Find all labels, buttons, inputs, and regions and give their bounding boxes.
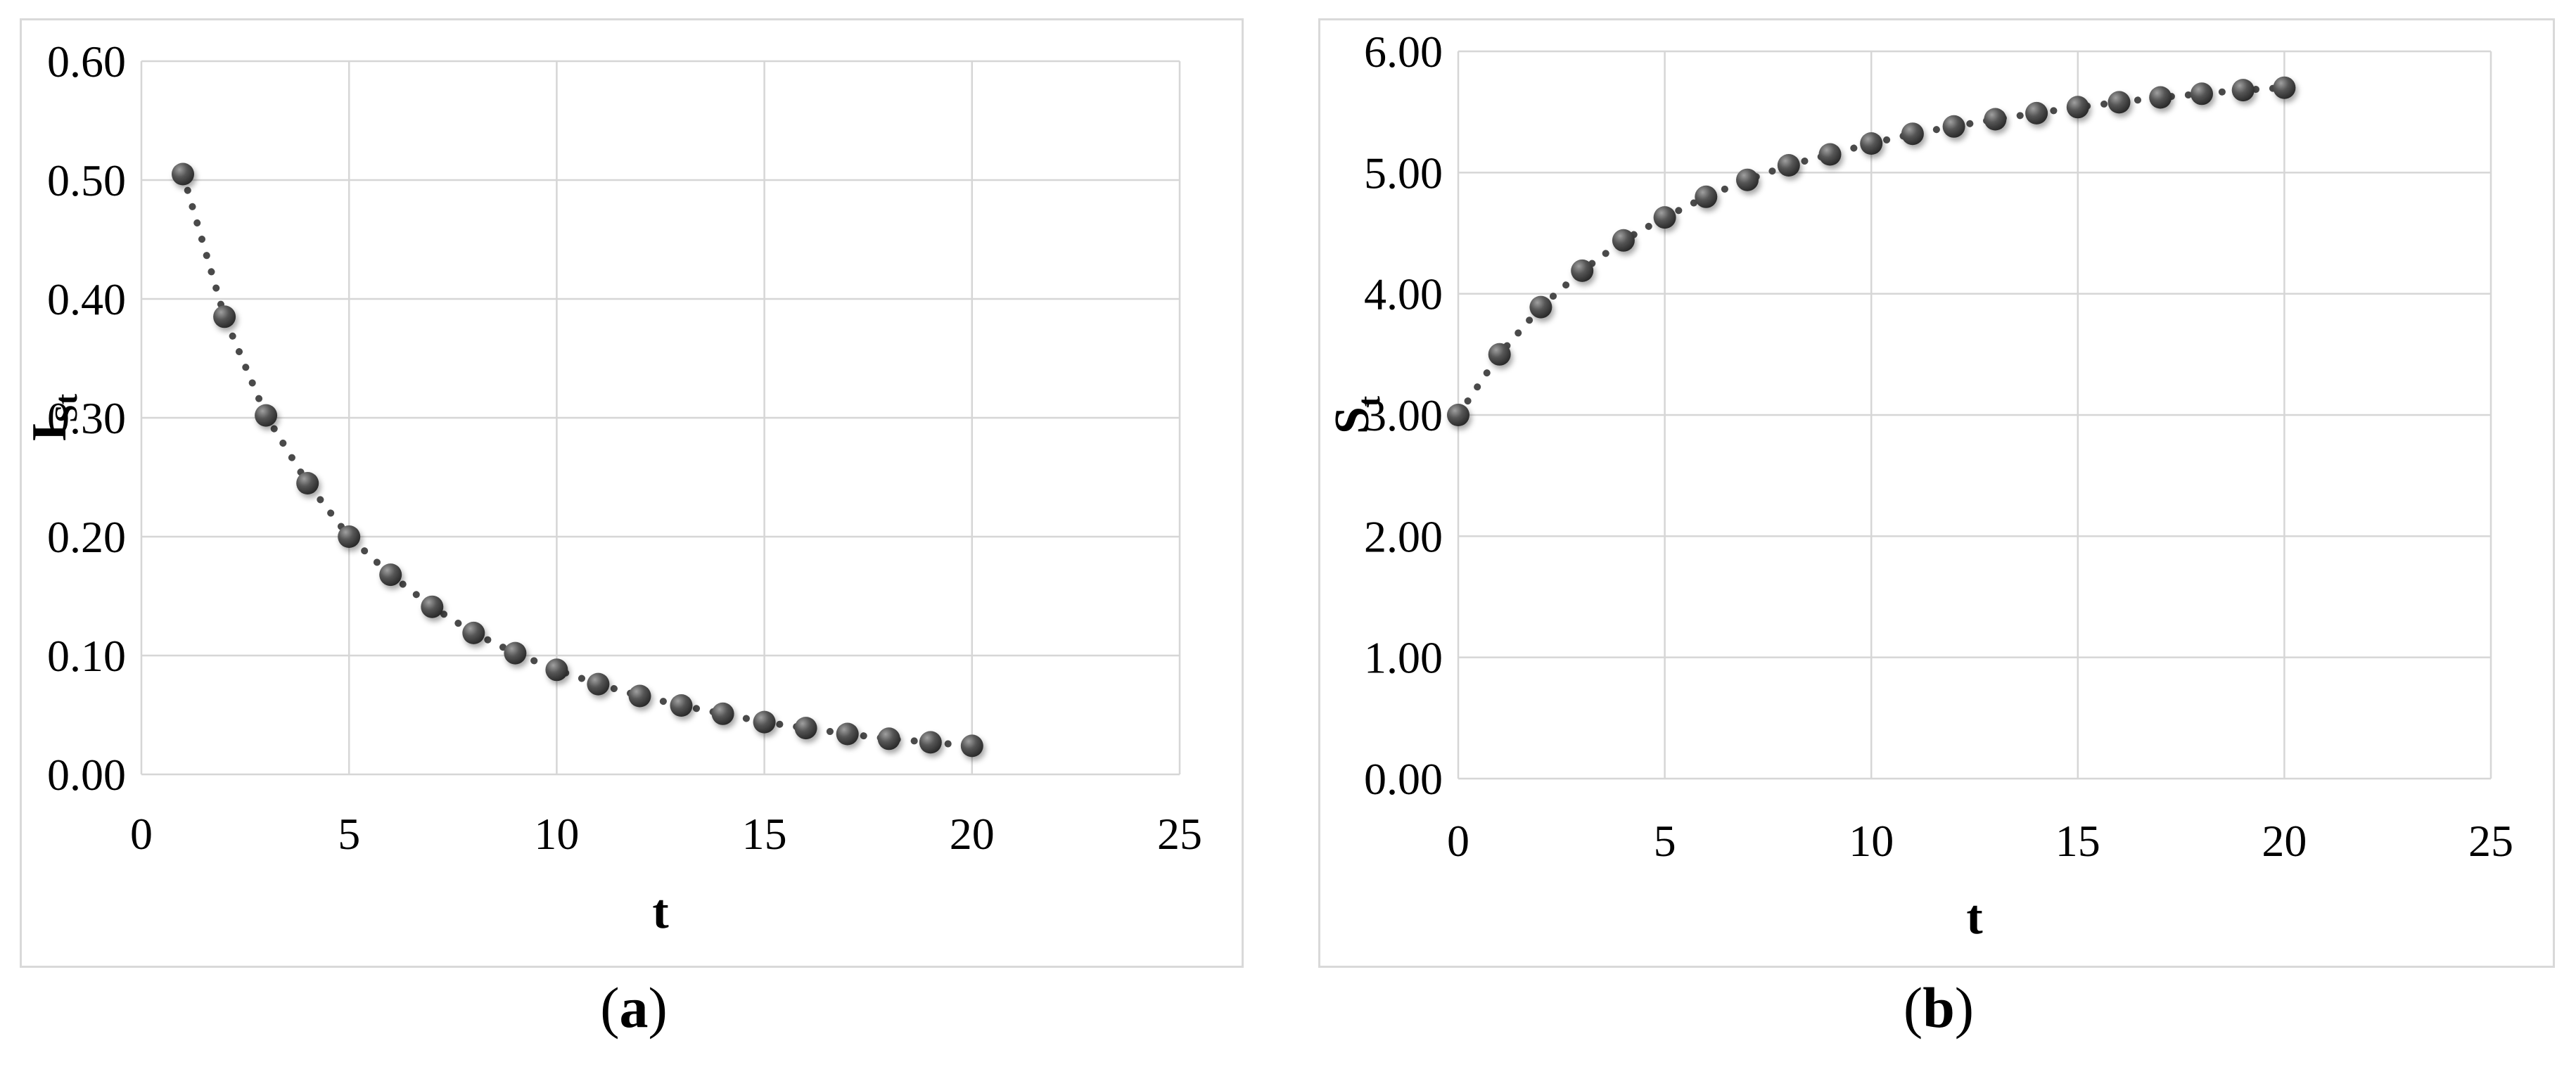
y-axis-title-subscript: St xyxy=(48,393,84,423)
data-point xyxy=(2149,86,2172,109)
y-tick-label: 0.50 xyxy=(47,155,126,205)
gridlines-a xyxy=(140,60,1181,776)
data-point xyxy=(1653,206,1676,229)
data-point xyxy=(296,472,319,494)
gridlines-b xyxy=(1457,50,2492,780)
caption-a-close-paren: ) xyxy=(648,976,668,1040)
x-tick-label: 5 xyxy=(1654,816,1676,866)
data-point xyxy=(2191,82,2213,106)
y-tick-label: 0.40 xyxy=(47,274,126,324)
chart-a-box: 0.00 0.10 0.20 0.30 0.40 0.50 0.60 0 5 10 15 20 25 t I… xyxy=(20,18,1244,968)
data-point xyxy=(421,595,444,618)
data-point xyxy=(711,702,734,725)
x-tick-label: 15 xyxy=(2055,816,2100,866)
chart-b-box: 0.00 1.00 2.00 3.00 4.00 5.00 6.00 0 5 10 15 20 25 t S… xyxy=(1318,18,2555,968)
y-tick-label: 0.20 xyxy=(47,512,126,562)
data-point xyxy=(877,727,900,750)
chart-b-canvas: 0.001.002.003.004.005.006.000 5 10 15 20 25tS… xyxy=(1325,27,2513,945)
y-axis-title-main: S xyxy=(1325,407,1379,434)
data-point xyxy=(1942,115,1965,138)
data-point xyxy=(960,734,983,758)
figure-a: 0.00 0.10 0.20 0.30 0.40 0.50 0.60 0 5 10 15 20 25 t I… xyxy=(20,18,1248,1041)
y-tick-label: 2.00 xyxy=(1364,511,1443,561)
x-tick-label: 20 xyxy=(950,809,995,859)
data-point xyxy=(753,710,776,734)
chart-a-canvas: 0.00 0.10 0.20 0.30 0.40 0.50 0.60 0 5 10 15 20 25 t I… xyxy=(23,37,1202,939)
data-point xyxy=(1736,168,1759,191)
data-point xyxy=(338,525,361,548)
data-point xyxy=(545,658,568,682)
data-point xyxy=(462,621,485,644)
y-axis-title: ISt xyxy=(23,393,84,442)
data-point xyxy=(2108,91,2131,114)
caption-b-letter: b xyxy=(1923,976,1955,1040)
data-point xyxy=(1695,185,1718,208)
data-point xyxy=(919,731,942,754)
x-tick-label: 10 xyxy=(534,809,579,859)
caption-b: (b) xyxy=(1318,975,2559,1041)
x-tick-label: 10 xyxy=(1849,816,1894,866)
x-tick-label: 15 xyxy=(742,809,787,859)
data-point xyxy=(1447,404,1469,426)
data-point xyxy=(836,722,859,746)
data-point xyxy=(670,694,693,717)
y-axis-title: St xyxy=(1325,395,1386,434)
data-point xyxy=(2273,76,2296,99)
data-point xyxy=(504,641,527,665)
y-axis-title-main: I xyxy=(23,423,77,442)
tick-labels-b: 0.00 1.00 2.00 3.00 4.00 5.00 6.00 0 5 10 15 20 25 xyxy=(1364,27,2513,866)
x-tick-label: 0 xyxy=(130,809,153,859)
data-point xyxy=(1571,259,1594,282)
caption-a: (a) xyxy=(20,975,1248,1041)
y-tick-label: 0.60 xyxy=(47,37,126,87)
data-point xyxy=(1777,154,1800,177)
series-dotted-line xyxy=(179,170,976,750)
x-tick-label: 25 xyxy=(1157,809,1202,859)
data-point xyxy=(2231,79,2255,102)
data-point xyxy=(1612,229,1635,252)
x-axis-title: t xyxy=(1966,890,1982,945)
x-tick-label: 20 xyxy=(2262,816,2307,866)
y-axis-title-subscript: t xyxy=(1351,395,1386,407)
series-markers-b xyxy=(1447,76,2296,426)
y-tick-label: 0.30 xyxy=(47,393,126,443)
caption-a-open-paren: ( xyxy=(600,976,620,1040)
figure-b: 0.00 1.00 2.00 3.00 4.00 5.00 6.00 0 5 10 15 20 25 t S… xyxy=(1318,18,2559,1041)
caption-a-letter: a xyxy=(619,976,649,1040)
data-point xyxy=(213,305,236,328)
series-markers-a xyxy=(172,162,983,758)
tick-labels-a: 0.00 0.10 0.20 0.30 0.40 0.50 0.60 0 5 10 15 20 25 xyxy=(47,37,1202,859)
y-tick-label: 3.00 xyxy=(1364,390,1443,440)
data-point xyxy=(2025,101,2048,124)
y-tick-label: 5.00 xyxy=(1364,148,1443,198)
data-point xyxy=(2066,96,2089,119)
data-point xyxy=(587,672,610,696)
caption-b-close-paren: ) xyxy=(1954,976,1975,1040)
data-point xyxy=(172,162,194,186)
data-point xyxy=(1818,143,1842,166)
x-tick-label: 5 xyxy=(338,809,360,859)
caption-b-open-paren: ( xyxy=(1903,976,1923,1040)
data-point xyxy=(628,684,651,708)
x-tick-label: 25 xyxy=(2468,816,2513,866)
y-tick-label: 0.00 xyxy=(1364,754,1443,804)
data-point xyxy=(255,404,278,427)
data-point xyxy=(379,563,402,587)
y-tick-label: 4.00 xyxy=(1364,269,1443,319)
x-tick-label: 0 xyxy=(1447,816,1469,866)
data-point xyxy=(1529,295,1552,319)
data-point xyxy=(1488,343,1511,366)
y-tick-label: 6.00 xyxy=(1364,27,1443,77)
y-tick-label: 0.10 xyxy=(47,631,126,681)
data-point xyxy=(794,717,817,740)
data-point xyxy=(1901,122,1924,146)
x-axis-title: t xyxy=(652,885,668,939)
data-point xyxy=(1860,132,1883,155)
y-tick-label: 0.00 xyxy=(47,750,126,800)
data-point xyxy=(1984,108,2007,131)
y-tick-label: 1.00 xyxy=(1364,633,1443,683)
